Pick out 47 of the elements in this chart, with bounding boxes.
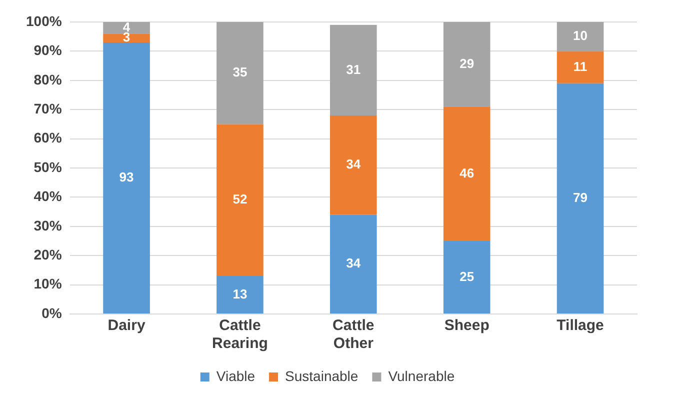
y-tick-label: 30% <box>34 217 62 234</box>
y-tick-label: 60% <box>34 130 62 146</box>
data-label: 11 <box>573 58 588 74</box>
legend-label: Viable <box>216 368 256 384</box>
bar <box>103 34 150 42</box>
bar <box>216 124 264 276</box>
bar <box>556 83 604 314</box>
data-label: 13 <box>232 286 248 302</box>
data-label: 52 <box>232 192 248 207</box>
bar <box>216 22 264 124</box>
y-tick-label: 70% <box>34 100 62 116</box>
y-tick-label: 100% <box>26 12 62 29</box>
y-tick-label: 0% <box>42 304 62 321</box>
bar <box>330 24 377 116</box>
bar <box>330 115 377 215</box>
bar <box>443 106 490 241</box>
y-tick-label: 80% <box>34 71 62 88</box>
data-label: 46 <box>460 165 474 180</box>
x-tick-label: Dairy <box>108 317 146 334</box>
data-label: 93 <box>119 170 134 185</box>
bar <box>103 42 150 314</box>
data-label: 29 <box>460 56 474 71</box>
x-tick-label: Cattle Other <box>332 317 374 352</box>
legend-label: Sustainable <box>285 368 358 384</box>
data-label: 34 <box>346 256 362 271</box>
x-tick-label: Cattle Rearing <box>212 317 268 352</box>
bar <box>556 51 604 84</box>
data-label: 79 <box>573 190 588 205</box>
legend-label: Vulnerable <box>388 368 455 384</box>
bar <box>443 241 490 314</box>
bar <box>216 276 264 314</box>
y-tick-label: 20% <box>34 246 62 262</box>
x-tick-label: Sheep <box>444 317 490 334</box>
bar <box>556 22 604 52</box>
y-tick-label: 50% <box>34 158 62 175</box>
bar <box>103 22 150 34</box>
data-label: 25 <box>460 268 474 284</box>
y-tick-label: 10% <box>34 276 62 292</box>
x-tick-label: Tillage <box>556 317 604 334</box>
bar <box>330 214 377 314</box>
bar <box>443 22 490 107</box>
data-label: 35 <box>232 64 248 80</box>
y-tick-label: 40% <box>34 188 62 204</box>
data-label: 31 <box>346 62 361 77</box>
y-tick-label: 90% <box>34 42 62 58</box>
data-label: 34 <box>346 156 362 172</box>
data-label: 10 <box>573 28 588 44</box>
